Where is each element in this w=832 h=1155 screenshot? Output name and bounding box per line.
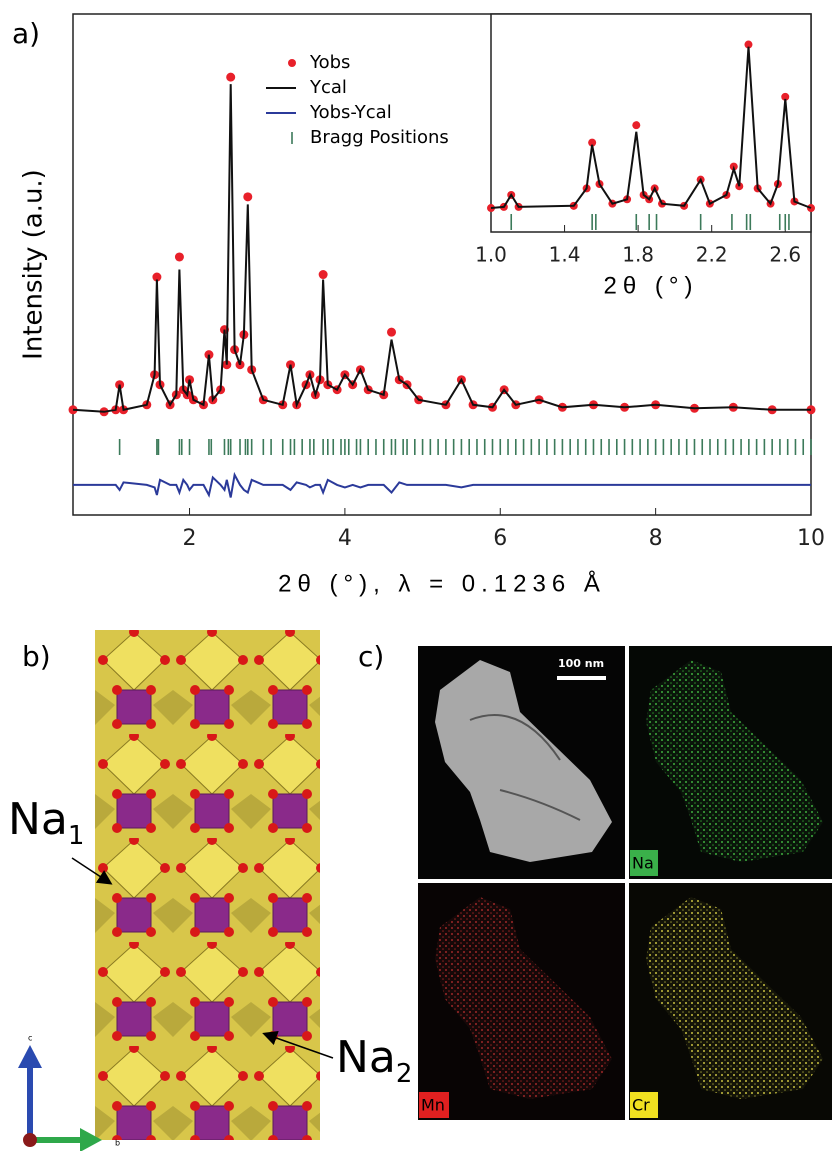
obs-point	[152, 272, 162, 282]
series-line	[72, 84, 811, 413]
x-tick-label: 1.8	[622, 243, 654, 267]
obs-point	[632, 121, 641, 130]
obs-point	[318, 270, 328, 280]
obs-point	[781, 92, 790, 101]
plot-frame	[72, 13, 812, 516]
pointer	[71, 857, 113, 885]
x-tick-label: 8	[649, 526, 663, 551]
x-axis-label: 2θ (°), λ = 0.1236 Å	[278, 569, 606, 597]
obs-point	[68, 405, 78, 415]
panel-label: a)	[12, 17, 40, 50]
legend-label: Yobs	[309, 52, 350, 73]
x-tick-label: 4	[338, 526, 352, 551]
obs-point	[588, 138, 597, 147]
y-axis-label: Intensity (a.u.)	[19, 169, 49, 360]
series-line	[73, 471, 811, 498]
obs-point	[243, 192, 253, 202]
site-name: Na	[336, 1032, 396, 1083]
site-label: Na2	[336, 1032, 412, 1089]
axis-label: b	[115, 1139, 120, 1148]
map-label: Mn	[421, 1096, 445, 1115]
crystal-structure	[95, 630, 320, 1140]
x-axis-label: 2θ (°)	[604, 272, 699, 299]
axis-label: c	[28, 1034, 32, 1043]
obs-point	[387, 327, 397, 337]
x-tick-label: 10	[797, 526, 825, 551]
obs-point	[807, 204, 815, 213]
legend-marker	[288, 59, 296, 67]
x-tick-label: 2.6	[769, 243, 801, 267]
site-sub: 2	[396, 1059, 413, 1089]
pointer	[262, 1030, 334, 1059]
axes-triad	[18, 1045, 102, 1152]
obs-point	[174, 252, 184, 262]
obs-point	[487, 204, 495, 213]
panel-label: b)	[22, 640, 51, 673]
scale-bar-label: 100 nm	[558, 657, 604, 670]
legend-label: Bragg Positions	[310, 127, 449, 148]
x-tick-label: 1.0	[475, 243, 507, 267]
eds-maps	[418, 646, 832, 1120]
x-tick-label: 6	[493, 526, 507, 551]
site-label: Na1	[8, 794, 84, 851]
x-tick-label: 2	[183, 526, 197, 551]
obs-point	[744, 40, 753, 49]
obs-point	[226, 72, 236, 82]
site-sub: 1	[68, 821, 85, 851]
x-tick-label: 2.2	[696, 243, 728, 267]
legend-label: Yobs-Ycal	[309, 102, 392, 123]
series-line	[490, 46, 812, 209]
map-label: Na	[632, 854, 654, 873]
site-name: Na	[8, 794, 68, 845]
panel-label: c)	[358, 640, 384, 673]
legend-label: Ycal	[309, 77, 347, 98]
map-label: Cr	[632, 1096, 650, 1115]
x-tick-label: 1.4	[549, 243, 581, 267]
